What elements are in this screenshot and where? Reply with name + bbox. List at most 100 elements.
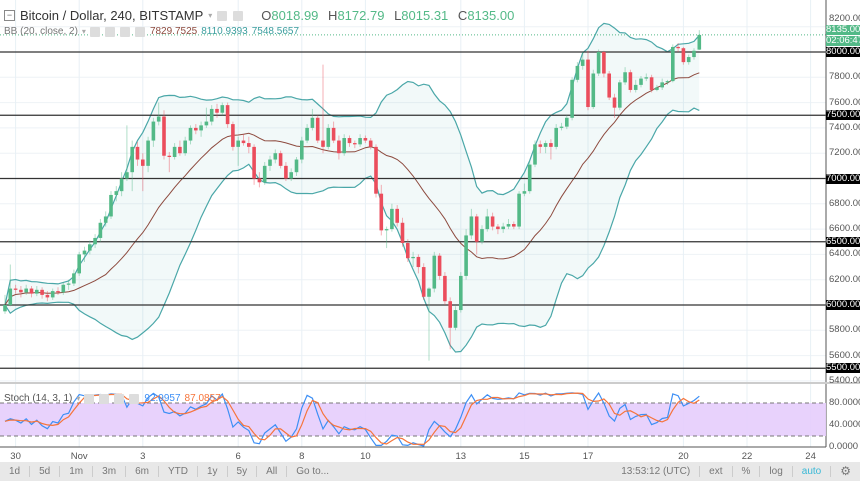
candle-down [194,127,198,131]
candle-up [119,178,124,192]
candle-up [580,59,585,66]
candle-up [358,138,362,145]
price-axis-label: 6200.00 [829,273,860,285]
symbol-title[interactable]: Bitcoin / Dollar, 240, BITSTAMP [20,8,204,23]
candle-up [310,117,315,128]
x-tick-label: Nov [70,451,88,462]
candle-down [284,165,288,179]
range-all[interactable]: All [257,466,288,477]
close-icon[interactable] [134,26,145,37]
add-icon[interactable] [119,26,130,37]
low-label: L [394,8,402,23]
range-1y[interactable]: 1y [198,466,228,477]
chevron-down-icon[interactable]: ▾ [81,27,86,36]
stoch-d-value: 87.0857 [184,393,221,404]
candle-up [93,237,97,245]
candle-up [686,57,691,63]
range-5d[interactable]: 5d [30,466,61,477]
candle-up [130,146,134,173]
auto-toggle[interactable]: auto [791,466,830,477]
chevron-down-icon[interactable]: ▾ [76,394,81,403]
candle-up [697,34,702,50]
candle-down [162,116,166,156]
eye-icon[interactable] [89,26,100,37]
candle-up [326,127,331,147]
candle-up [480,229,484,242]
candle-up [209,108,214,122]
candle-up [109,194,113,217]
candle-up [342,138,346,154]
log-toggle[interactable]: log [759,466,791,477]
candle-up [294,159,299,173]
candle-down [538,144,543,147]
candle-down [45,294,50,298]
x-tick-label: 20 [678,451,689,462]
candle-down [40,289,44,295]
close-label: C [457,8,468,23]
candle-down [257,178,262,183]
stoch-label[interactable]: Stoch (14, 3, 1) [4,393,73,404]
ext-toggle[interactable]: ext [699,466,731,477]
x-tick-label: 24 [805,451,816,462]
stoch-band-fill [0,403,826,436]
candle-up [655,87,659,90]
candle-down [681,48,686,63]
price-chart[interactable] [0,0,860,462]
candle-down [225,105,230,125]
candle-up [384,229,389,231]
candle-up [469,216,474,236]
range-1m[interactable]: 1m [60,466,94,477]
candle-down [278,153,283,166]
go-to-button[interactable]: Go to... [296,466,330,477]
settings-gear-icon[interactable]: ⚙ [830,465,860,477]
price-axis-label: 8200.00 [829,13,860,24]
range-ytd[interactable]: YTD [159,466,198,477]
level-price-label: 5500.00 [826,362,860,374]
clock-time[interactable]: 13:53:12 (UTC) [621,466,691,477]
candle-up [236,140,240,147]
range-1d[interactable]: 1d [0,466,31,477]
candle-up [103,216,108,223]
candle-down [607,73,611,98]
range-6m[interactable]: 6m [126,466,159,477]
range-5y[interactable]: 5y [228,466,258,477]
range-3m[interactable]: 3m [93,466,127,477]
candle-up [305,127,309,141]
candle-down [252,146,256,179]
close-icon[interactable] [129,393,140,404]
candle-down [395,208,399,223]
x-tick-label: 13 [455,451,467,462]
percent-toggle[interactable]: % [731,466,760,477]
candle-down [29,288,34,294]
level-price-label: 6500.00 [826,235,860,247]
bb-label[interactable]: BB (20, close, 2) [4,26,78,37]
x-tick-label: 15 [519,451,530,462]
candle-down [437,255,442,276]
candle-up [114,191,119,195]
candle-up [623,72,627,83]
candle-up [98,222,103,238]
candle-up [554,127,558,147]
candle-down [612,97,617,108]
eye-icon[interactable] [217,10,228,21]
open-value: 8018.99 [271,8,319,23]
x-tick-label: 17 [582,451,594,462]
eye-icon[interactable] [84,393,95,404]
price-axis-label: 7600.00 [829,96,860,108]
candle-down [602,52,606,74]
candle-down [315,117,320,141]
candle-down [490,216,495,227]
chevron-down-icon[interactable]: ▾ [208,11,213,20]
candle-up [522,191,527,194]
candle-up [427,288,431,297]
candle-up [82,250,87,255]
candle-down [512,224,516,227]
add-icon[interactable] [114,393,125,404]
candle-up [88,244,92,251]
gear-icon[interactable] [99,393,110,404]
collapse-icon[interactable]: − [4,10,15,21]
gear-icon[interactable] [233,10,244,21]
stoch-k-value: 92.9957 [144,393,181,404]
bar-countdown-label: 02:06:47 [826,35,860,46]
gear-icon[interactable] [104,26,115,37]
